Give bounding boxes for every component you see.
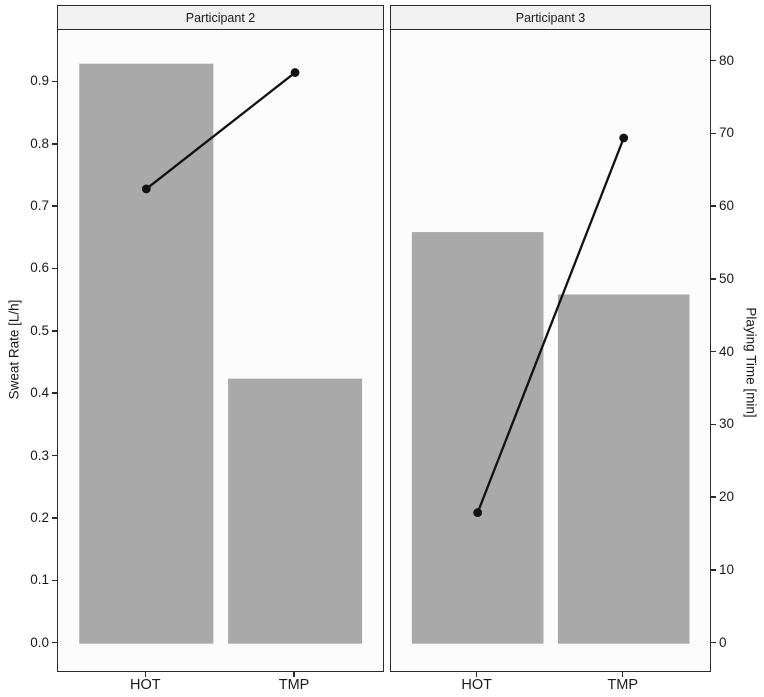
- facet-plot-area: [411, 133, 690, 644]
- sweat-rate-bar-tmp: [228, 378, 363, 644]
- playing-time-line: [145, 71, 296, 190]
- y-left-tick-label: 0.1: [30, 572, 49, 588]
- y-right-tick-mark: [711, 641, 716, 644]
- y-right-tick-label: 70: [719, 125, 735, 141]
- playing-time-point-tmp: [619, 133, 629, 143]
- x-tick-label-hot: HOT: [129, 677, 161, 693]
- facet-panel-participant-2: [57, 29, 384, 672]
- y-left-tick-mark: [52, 205, 57, 207]
- y-right-tick-label: 20: [719, 489, 735, 505]
- y-right-tick-mark: [711, 496, 716, 498]
- x-tick-mark: [293, 672, 295, 677]
- y-left-tick-mark: [52, 579, 57, 582]
- y-right-tick-label: 10: [719, 561, 735, 577]
- playing-time-point-hot: [473, 508, 483, 518]
- y-right-tick-label: 40: [719, 343, 735, 359]
- x-tick-label-hot: HOT: [461, 677, 492, 693]
- y-right-tick-mark: [711, 132, 716, 135]
- playing-time-line: [476, 137, 625, 514]
- y-left-tick-mark: [52, 143, 57, 145]
- y-left-tick-mark: [52, 80, 57, 83]
- y-left-tick-label: 0.3: [30, 447, 49, 463]
- y-left-tick-label: 0.2: [30, 509, 49, 525]
- x-tick-mark: [475, 672, 478, 677]
- facet-strip-participant-2: Participant 2: [57, 5, 384, 30]
- y-left-tick-label: 0.8: [30, 135, 49, 151]
- y-right-tick-mark: [711, 278, 716, 280]
- y-left-tick-mark: [52, 330, 57, 332]
- sweat-rate-bar-hot: [411, 232, 544, 644]
- x-tick-label-tmp: TMP: [607, 677, 639, 693]
- y-left-tick-mark: [52, 267, 57, 270]
- y-left-tick-label: 0.9: [30, 73, 49, 89]
- playing-time-point-tmp: [290, 68, 300, 77]
- y-right-tick-label: 0: [719, 634, 727, 650]
- right-axis-title: Playing Time [min]: [743, 307, 759, 418]
- y-left-tick-label: 0.0: [30, 634, 49, 650]
- facet-strip-label: Participant 3: [515, 10, 586, 25]
- x-tick-label-tmp: TMP: [278, 677, 310, 693]
- y-left-tick-mark: [52, 392, 57, 394]
- y-right-tick-mark: [711, 350, 716, 353]
- y-right-tick-mark: [711, 59, 716, 62]
- playing-time-point-hot: [141, 184, 151, 194]
- y-right-tick-mark: [711, 423, 716, 426]
- facet-strip-label: Participant 2: [185, 10, 256, 25]
- y-right-tick-mark: [711, 569, 716, 571]
- y-left-tick-label: 0.7: [30, 198, 49, 214]
- sweat-rate-bar-tmp: [557, 294, 690, 644]
- y-right-tick-label: 60: [719, 198, 735, 214]
- y-left-tick-mark: [52, 641, 57, 644]
- x-tick-mark: [621, 672, 624, 677]
- x-tick-mark: [144, 672, 147, 677]
- y-right-tick-mark: [711, 205, 716, 207]
- sweat-rate-bar-hot: [79, 63, 214, 644]
- y-left-tick-label: 0.4: [30, 385, 49, 401]
- y-right-tick-label: 80: [719, 52, 735, 68]
- y-left-tick-label: 0.5: [30, 322, 49, 338]
- y-right-tick-label: 30: [719, 416, 735, 432]
- y-left-tick-mark: [52, 454, 57, 457]
- facet-panel-participant-3: [390, 29, 711, 672]
- y-right-tick-label: 50: [719, 270, 735, 286]
- y-left-tick-mark: [52, 517, 57, 519]
- y-left-tick-label: 0.6: [30, 260, 49, 276]
- facet-plot-area: [79, 63, 363, 644]
- facet-strip-participant-3: Participant 3: [390, 5, 711, 30]
